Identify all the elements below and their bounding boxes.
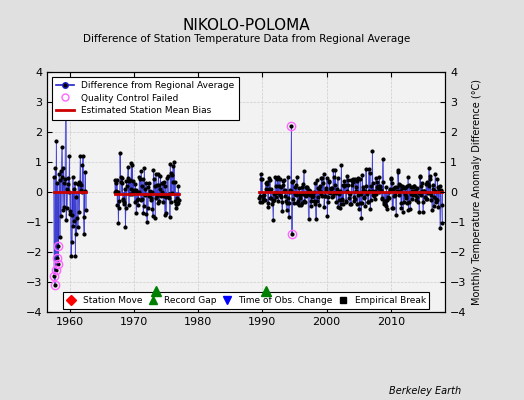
Text: NIKOLO-POLOMA: NIKOLO-POLOMA — [182, 18, 310, 33]
Text: Berkeley Earth: Berkeley Earth — [389, 386, 461, 396]
Legend: Station Move, Record Gap, Time of Obs. Change, Empirical Break: Station Move, Record Gap, Time of Obs. C… — [63, 292, 429, 309]
Text: Difference of Station Temperature Data from Regional Average: Difference of Station Temperature Data f… — [83, 34, 410, 44]
Y-axis label: Monthly Temperature Anomaly Difference (°C): Monthly Temperature Anomaly Difference (… — [472, 79, 482, 305]
